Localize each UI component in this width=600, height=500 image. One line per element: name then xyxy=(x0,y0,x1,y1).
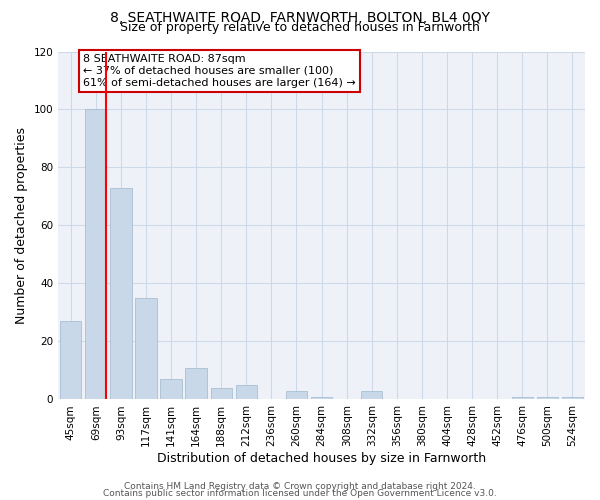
Bar xyxy=(512,396,533,400)
Bar xyxy=(562,396,583,400)
Text: Contains HM Land Registry data © Crown copyright and database right 2024.: Contains HM Land Registry data © Crown c… xyxy=(124,482,476,491)
Bar xyxy=(286,391,307,400)
Y-axis label: Number of detached properties: Number of detached properties xyxy=(15,127,28,324)
Bar xyxy=(211,388,232,400)
Bar xyxy=(160,379,182,400)
Text: 8 SEATHWAITE ROAD: 87sqm
← 37% of detached houses are smaller (100)
61% of semi-: 8 SEATHWAITE ROAD: 87sqm ← 37% of detach… xyxy=(83,54,356,88)
Bar xyxy=(361,391,382,400)
Bar xyxy=(60,321,82,400)
Bar xyxy=(311,396,332,400)
Bar xyxy=(537,396,558,400)
Text: 8, SEATHWAITE ROAD, FARNWORTH, BOLTON, BL4 0QY: 8, SEATHWAITE ROAD, FARNWORTH, BOLTON, B… xyxy=(110,11,490,25)
Bar xyxy=(236,385,257,400)
Text: Size of property relative to detached houses in Farnworth: Size of property relative to detached ho… xyxy=(120,22,480,35)
Bar xyxy=(136,298,157,400)
Bar xyxy=(185,368,207,400)
Bar xyxy=(85,110,106,400)
X-axis label: Distribution of detached houses by size in Farnworth: Distribution of detached houses by size … xyxy=(157,452,486,465)
Bar xyxy=(110,188,131,400)
Text: Contains public sector information licensed under the Open Government Licence v3: Contains public sector information licen… xyxy=(103,488,497,498)
